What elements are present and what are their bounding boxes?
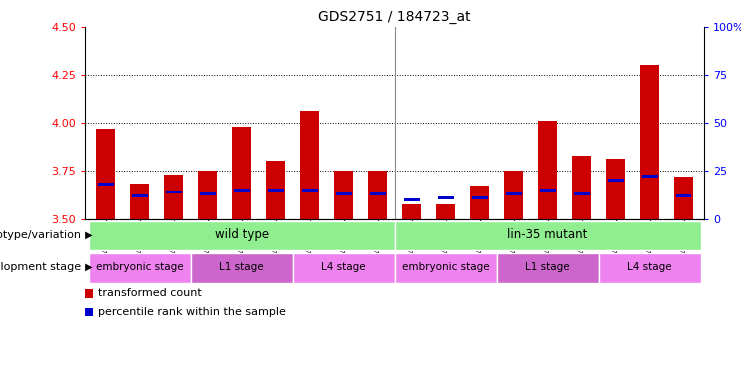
Bar <box>89 253 190 283</box>
Bar <box>85 289 93 298</box>
Bar <box>539 189 556 192</box>
Text: L1 stage: L1 stage <box>525 262 570 272</box>
Bar <box>674 177 693 219</box>
Text: wild type: wild type <box>215 228 269 241</box>
Bar <box>190 253 293 283</box>
Bar <box>599 253 700 283</box>
Bar <box>402 204 421 219</box>
Text: L4 stage: L4 stage <box>322 262 366 272</box>
Text: lin-35 mutant: lin-35 mutant <box>508 228 588 241</box>
Bar <box>504 171 523 219</box>
Bar <box>266 161 285 219</box>
Text: embryonic stage: embryonic stage <box>96 262 184 272</box>
Title: GDS2751 / 184723_at: GDS2751 / 184723_at <box>319 10 471 25</box>
Bar <box>438 196 453 199</box>
Bar <box>676 194 691 197</box>
Bar <box>640 65 659 219</box>
Bar <box>334 171 353 219</box>
Bar <box>436 204 455 219</box>
Bar <box>394 253 496 283</box>
Text: development stage: development stage <box>0 262 82 272</box>
Bar <box>496 253 599 283</box>
Bar <box>404 198 419 201</box>
Bar <box>505 192 522 195</box>
Bar <box>199 192 216 195</box>
Bar <box>96 129 115 219</box>
Text: transformed count: transformed count <box>99 288 202 298</box>
Bar <box>642 175 657 178</box>
Bar <box>130 184 149 219</box>
Bar <box>85 308 93 316</box>
Text: L4 stage: L4 stage <box>627 262 672 272</box>
Bar <box>572 156 591 219</box>
Bar <box>302 189 318 192</box>
Text: embryonic stage: embryonic stage <box>402 262 489 272</box>
Bar <box>199 171 217 219</box>
Bar <box>606 159 625 219</box>
Bar <box>89 220 394 250</box>
Text: percentile rank within the sample: percentile rank within the sample <box>99 307 286 317</box>
Bar <box>165 175 183 219</box>
Bar <box>300 111 319 219</box>
Bar <box>233 189 250 192</box>
Bar <box>132 194 147 197</box>
Bar <box>368 171 387 219</box>
Bar <box>232 127 251 219</box>
Bar <box>608 179 623 182</box>
Bar <box>471 196 488 199</box>
Bar <box>98 183 113 186</box>
Text: genotype/variation: genotype/variation <box>0 230 82 240</box>
Text: ▶: ▶ <box>82 230 92 240</box>
Bar <box>293 253 394 283</box>
Bar <box>166 190 182 194</box>
Bar <box>394 220 700 250</box>
Bar <box>336 192 351 195</box>
Bar <box>370 192 385 195</box>
Bar <box>538 121 557 219</box>
Text: L1 stage: L1 stage <box>219 262 264 272</box>
Bar <box>471 186 489 219</box>
Bar <box>268 189 284 192</box>
Bar <box>574 192 590 195</box>
Text: ▶: ▶ <box>82 262 92 272</box>
